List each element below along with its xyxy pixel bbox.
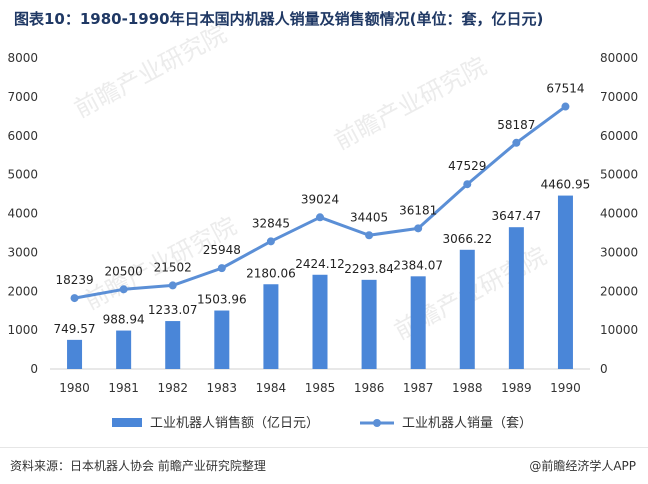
left-axis-tick-label: 0 (30, 362, 38, 376)
bar-data-label: 1233.07 (148, 303, 198, 317)
line-data-label: 36181 (399, 203, 437, 217)
line-point (168, 281, 177, 290)
line-data-label: 21502 (154, 260, 192, 274)
line-data-label: 39024 (301, 192, 339, 206)
right-axis-tick-label: 50000 (600, 168, 638, 182)
bar-data-label: 1503.96 (197, 293, 247, 307)
left-axis-tick-label: 5000 (7, 168, 38, 182)
right-axis-tick-label: 0 (600, 362, 608, 376)
line-data-label: 67514 (546, 82, 584, 96)
watermark-text: 前瞻产业研究院 (70, 20, 231, 124)
line-point (70, 294, 79, 303)
x-axis-tick-label: 1984 (256, 381, 287, 395)
line-series (70, 102, 570, 303)
x-axis-tick-label: 1986 (354, 381, 385, 395)
line-point (316, 213, 324, 222)
x-axis-tick-label: 1987 (403, 381, 434, 395)
combo-chart: 前瞻产业研究院前瞻产业研究院前瞻产业研究院前瞻产业研究院 0 1000 2000 30… (7, 20, 638, 431)
legend-bar-swatch (112, 418, 142, 427)
line-data-label: 34405 (350, 210, 388, 224)
legend: 工业机器人销售额（亿日元） 工业机器人销量（套） (112, 415, 532, 431)
brand-credit: @前瞻经济学人APP (529, 459, 636, 473)
line-data-labels: 18239 20500 21502 25948 32845 39024 34405 36181… (55, 82, 584, 288)
right-axis-tick-label: 70000 (600, 90, 638, 104)
bar-data-label: 3647.47 (492, 209, 542, 223)
left-axis-tick-label: 2000 (7, 284, 38, 298)
left-axis-tick-label: 6000 (7, 129, 38, 143)
bar-data-label: 3066.22 (442, 232, 492, 246)
left-axis-tick-label: 7000 (7, 90, 38, 104)
right-axis-tick-label: 40000 (600, 207, 638, 221)
left-axis-tick-label: 1000 (7, 323, 38, 337)
bar (116, 330, 132, 369)
bar (165, 321, 181, 369)
line-data-label: 58187 (497, 118, 535, 132)
x-axis-tick-label: 1982 (157, 381, 188, 395)
left-axis-tick-label: 4000 (7, 207, 38, 221)
right-axis-tick-label: 10000 (600, 323, 638, 337)
line-point (266, 237, 275, 246)
x-axis-tick-label: 1985 (305, 381, 336, 395)
bar-data-label: 749.57 (54, 322, 96, 336)
watermarks: 前瞻产业研究院前瞻产业研究院前瞻产业研究院前瞻产业研究院 (70, 20, 551, 346)
line-point (512, 138, 521, 147)
axes: 0100020003000400050006000700080000100002… (7, 51, 638, 395)
bar (263, 284, 279, 369)
bar-data-label: 2424.12 (295, 257, 345, 271)
legend-line-label: 工业机器人销量（套） (402, 415, 532, 431)
bar-data-label: 2293.84 (344, 262, 394, 276)
x-axis-tick-label: 1988 (452, 381, 483, 395)
line-data-label: 32845 (252, 216, 290, 230)
line-point (119, 285, 128, 294)
bar (459, 249, 475, 369)
bar-data-label: 2180.06 (246, 266, 296, 280)
line-data-label: 18239 (55, 273, 93, 287)
x-axis-tick-label: 1983 (207, 381, 238, 395)
bar (67, 339, 83, 369)
bar (410, 276, 426, 369)
x-axis-tick-label: 1989 (501, 381, 532, 395)
line-point (414, 224, 423, 233)
right-axis-tick-label: 80000 (600, 51, 638, 65)
bar-data-label: 988.94 (103, 313, 145, 327)
left-axis-tick-label: 3000 (7, 245, 38, 259)
line-data-label: 47529 (448, 159, 486, 173)
bar (508, 227, 524, 369)
footer: 资料来源：日本机器人协会 前瞻产业研究院整理 @前瞻经济学人APP (0, 447, 648, 484)
bar (557, 195, 573, 369)
bar-data-label: 4460.95 (541, 178, 591, 192)
source-note: 资料来源：日本机器人协会 前瞻产业研究院整理 (10, 459, 266, 473)
bar-data-label: 2384.07 (393, 258, 443, 272)
right-axis-tick-label: 60000 (600, 129, 638, 143)
x-axis-tick-label: 1981 (108, 381, 139, 395)
watermark-text: 前瞻产业研究院 (330, 52, 491, 156)
legend-bar-label: 工业机器人销售额（亿日元） (150, 415, 319, 431)
line-point (561, 102, 570, 111)
right-axis-tick-label: 20000 (600, 284, 638, 298)
bar (361, 279, 377, 369)
left-axis-tick-label: 8000 (7, 51, 38, 65)
chart-title: 图表10：1980-1990年日本国内机器人销量及销售额情况(单位：套，亿日元) (14, 10, 544, 28)
legend-line-marker (373, 419, 381, 427)
line-point (365, 231, 374, 240)
line-point (217, 264, 226, 273)
bar (214, 310, 230, 369)
right-axis-tick-label: 30000 (600, 245, 638, 259)
x-axis-tick-label: 1990 (550, 381, 581, 395)
bar-series (67, 195, 573, 369)
line-data-label: 25948 (203, 243, 241, 257)
x-axis-tick-label: 1980 (59, 381, 90, 395)
line-data-label: 20500 (105, 264, 143, 278)
line-point (463, 180, 472, 189)
bar (312, 274, 328, 369)
